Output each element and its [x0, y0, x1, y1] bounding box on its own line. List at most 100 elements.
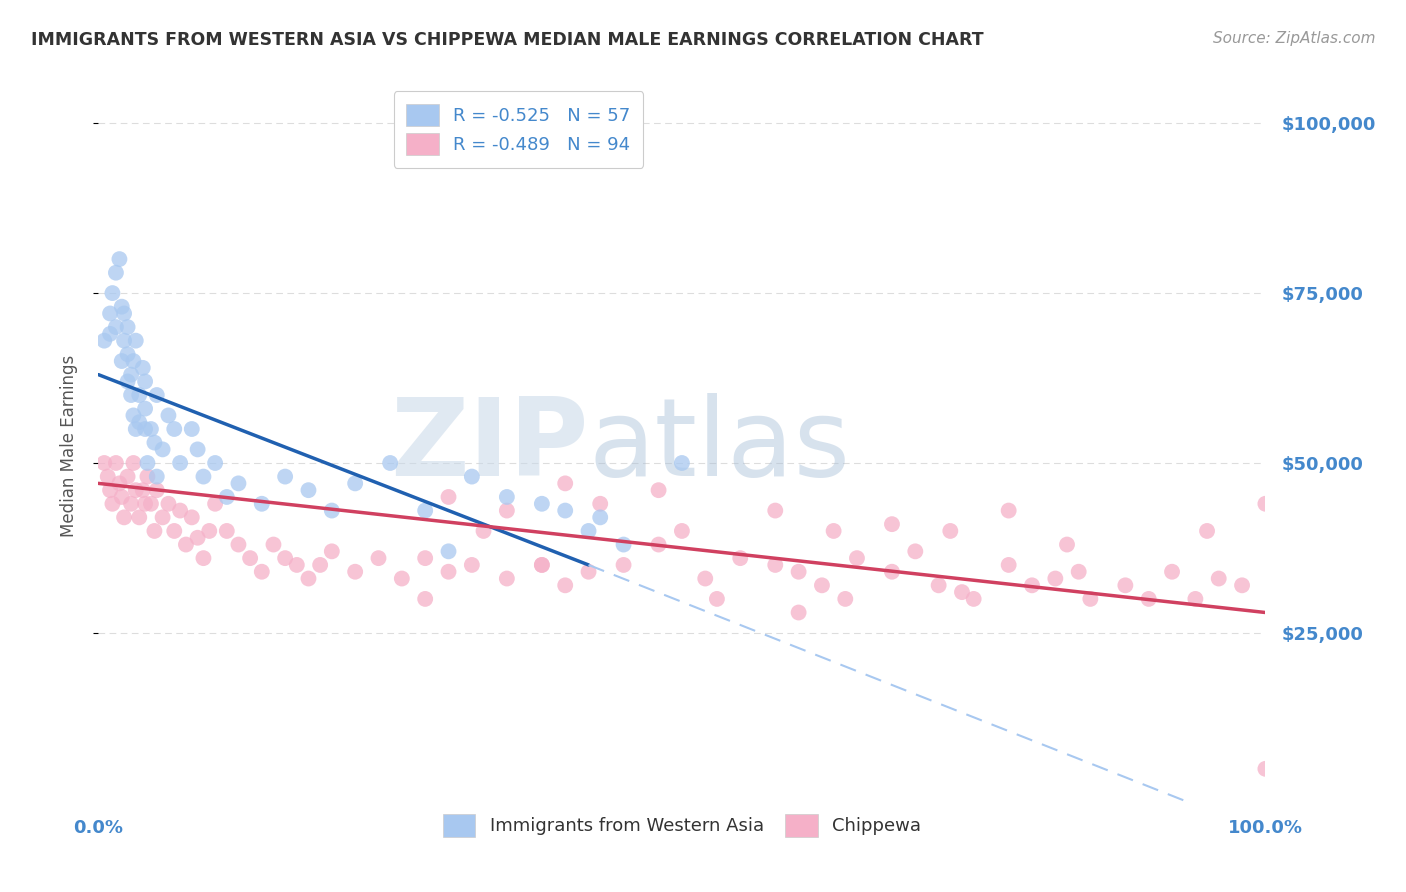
Point — [215, 524, 238, 538]
Point — [413, 591, 436, 606]
Point — [239, 551, 262, 566]
Point — [997, 558, 1019, 572]
Point — [111, 300, 134, 314]
Point — [647, 483, 669, 498]
Point — [285, 558, 308, 572]
Point — [787, 565, 810, 579]
Point — [730, 551, 752, 566]
Point — [321, 503, 343, 517]
Point — [134, 375, 156, 389]
Point — [1045, 572, 1067, 586]
Point — [647, 537, 669, 551]
Point — [104, 456, 127, 470]
Point — [132, 483, 155, 498]
Y-axis label: Median Male Earnings: Median Male Earnings — [59, 355, 77, 537]
Point — [846, 551, 869, 566]
Text: atlas: atlas — [589, 393, 851, 499]
Point — [380, 456, 402, 470]
Point — [101, 286, 124, 301]
Point — [578, 524, 600, 538]
Point — [706, 591, 728, 606]
Point — [763, 503, 786, 517]
Point — [104, 266, 127, 280]
Point — [297, 572, 319, 586]
Point — [823, 524, 845, 538]
Point — [98, 306, 121, 320]
Point — [136, 456, 159, 470]
Point — [128, 388, 150, 402]
Point — [1114, 578, 1136, 592]
Point — [228, 476, 250, 491]
Point — [496, 503, 519, 517]
Point — [321, 544, 343, 558]
Point — [128, 415, 150, 429]
Point — [613, 537, 636, 551]
Point — [1254, 497, 1277, 511]
Point — [589, 510, 612, 524]
Point — [120, 497, 142, 511]
Point — [117, 469, 139, 483]
Point — [413, 503, 436, 517]
Point — [811, 578, 834, 592]
Text: IMMIGRANTS FROM WESTERN ASIA VS CHIPPEWA MEDIAN MALE EARNINGS CORRELATION CHART: IMMIGRANTS FROM WESTERN ASIA VS CHIPPEWA… — [31, 31, 984, 49]
Point — [763, 558, 786, 572]
Point — [250, 497, 273, 511]
Point — [198, 524, 221, 538]
Point — [1195, 524, 1218, 538]
Text: ZIP: ZIP — [389, 393, 589, 499]
Point — [139, 422, 162, 436]
Point — [112, 510, 135, 524]
Point — [152, 510, 174, 524]
Point — [193, 469, 215, 483]
Point — [120, 388, 142, 402]
Point — [472, 524, 495, 538]
Point — [122, 409, 145, 423]
Point — [880, 517, 903, 532]
Point — [134, 497, 156, 511]
Point — [97, 469, 120, 483]
Point — [554, 476, 576, 491]
Point — [180, 422, 202, 436]
Point — [134, 401, 156, 416]
Point — [204, 497, 226, 511]
Point — [112, 306, 135, 320]
Point — [146, 483, 169, 498]
Point — [437, 490, 460, 504]
Point — [530, 558, 553, 572]
Point — [1184, 591, 1206, 606]
Point — [1137, 591, 1160, 606]
Point — [297, 483, 319, 498]
Point — [157, 497, 180, 511]
Point — [834, 591, 856, 606]
Point — [461, 469, 484, 483]
Point — [193, 551, 215, 566]
Point — [98, 483, 121, 498]
Point — [309, 558, 332, 572]
Point — [1067, 565, 1090, 579]
Point — [134, 422, 156, 436]
Point — [125, 334, 148, 348]
Point — [554, 503, 576, 517]
Point — [344, 565, 367, 579]
Point — [1080, 591, 1102, 606]
Point — [112, 334, 135, 348]
Point — [180, 510, 202, 524]
Point — [1254, 762, 1277, 776]
Point — [111, 490, 134, 504]
Point — [496, 572, 519, 586]
Point — [344, 476, 367, 491]
Point — [274, 469, 297, 483]
Point — [391, 572, 413, 586]
Point — [367, 551, 389, 566]
Point — [997, 503, 1019, 517]
Point — [98, 326, 121, 341]
Point — [437, 565, 460, 579]
Point — [262, 537, 284, 551]
Point — [787, 606, 810, 620]
Point — [215, 490, 238, 504]
Point — [939, 524, 962, 538]
Point — [904, 544, 927, 558]
Point — [187, 531, 209, 545]
Point — [204, 456, 226, 470]
Point — [1161, 565, 1184, 579]
